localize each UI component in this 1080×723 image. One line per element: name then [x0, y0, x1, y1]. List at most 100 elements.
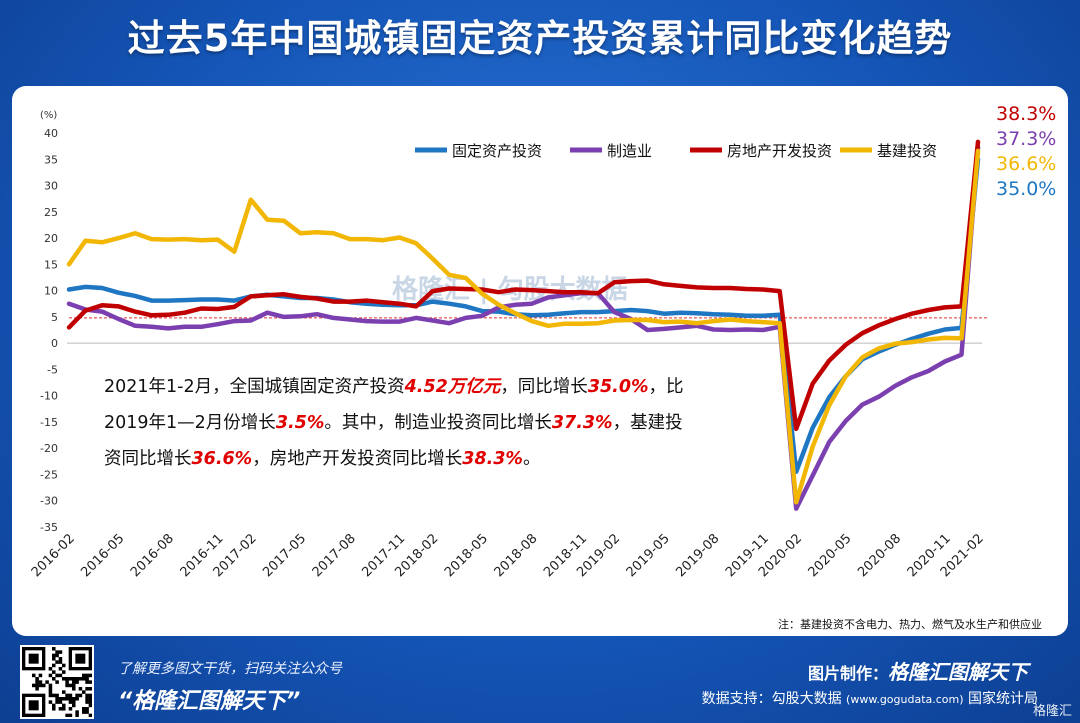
qr-module: [72, 680, 76, 684]
qr-module: [55, 697, 59, 701]
qr-module: [65, 697, 69, 701]
qr-module: [58, 673, 63, 678]
qr-module: [72, 683, 76, 688]
y-unit-label: (%): [40, 110, 57, 121]
qr-module: [35, 677, 39, 681]
source-label: 数据支持：勾股大数据: [701, 691, 842, 707]
x-tick-label: 2020-08: [855, 531, 904, 580]
qr-module: [55, 650, 59, 654]
qr-module: [88, 703, 93, 708]
qr-module: [82, 707, 86, 711]
maker-name: 格隆汇图解天下: [888, 660, 1028, 684]
qr-module: [65, 693, 69, 698]
end-value-label: 36.6%: [996, 153, 1056, 175]
annotation-highlight: 35.0%: [588, 377, 649, 397]
footer-note: 了解更多图文干货，扫码关注公众号: [118, 661, 342, 677]
x-tick-label: 2019-08: [673, 531, 722, 580]
page-title: 过去5年中国城镇固定资产投资累计同比变化趋势: [127, 17, 953, 60]
qr-module: [85, 680, 89, 684]
annotation-text: 2019年1—2月份增长: [104, 413, 276, 433]
qr-module: [35, 683, 39, 688]
x-tick-label: 2018-05: [442, 531, 491, 580]
qr-module: [88, 680, 93, 684]
x-tick-label: 2016-08: [128, 531, 177, 580]
y-tick-label: 5: [51, 311, 58, 324]
qr-module: [72, 697, 76, 701]
qr-module: [48, 693, 53, 698]
qr-module: [62, 707, 66, 711]
qr-module: [68, 683, 73, 688]
qr-module: [55, 660, 59, 664]
qr-module: [68, 700, 73, 704]
x-tick-label: 2017-08: [310, 531, 359, 580]
qr-module: [82, 677, 86, 681]
qr-module: [68, 707, 73, 711]
annotation-text: ，同比增长: [500, 377, 588, 397]
qr-module: [55, 700, 59, 704]
y-tick-label: -25: [40, 468, 58, 481]
qr-module: [38, 680, 43, 684]
x-tick-label: 2016-05: [78, 531, 127, 580]
qr-module: [48, 683, 53, 688]
qr-module: [48, 687, 53, 691]
qr-module: [58, 650, 63, 654]
qr-code: [20, 645, 94, 719]
qr-module: [85, 693, 89, 698]
qr-module: [65, 680, 69, 684]
qr-module: [65, 713, 69, 718]
qr-module: [85, 677, 89, 681]
qr-module: [75, 677, 79, 681]
qr-module: [68, 697, 73, 701]
qr-module: [32, 683, 36, 688]
x-tick-label: 2018-08: [492, 531, 541, 580]
y-tick-label: 35: [44, 153, 58, 166]
end-value-label: 37.3%: [996, 128, 1056, 150]
chart-panel: [12, 86, 1068, 636]
qr-module: [78, 677, 83, 681]
annotation-text: ，基建投: [613, 413, 683, 433]
qr-module: [38, 683, 43, 688]
footnote: 注：基建投资不含电力、热力、燃气及水生产和供应业: [778, 617, 1042, 631]
qr-module: [52, 670, 56, 674]
y-tick-label: 10: [44, 285, 58, 298]
qr-module: [58, 667, 63, 671]
y-tick-label: 0: [51, 337, 58, 350]
qr-module: [62, 690, 66, 694]
maker-label: 图片制作：: [807, 664, 888, 683]
qr-module: [85, 707, 89, 711]
legend-label: 基建投资: [877, 142, 937, 160]
qr-module: [48, 700, 53, 704]
qr-module: [62, 663, 66, 668]
qr-module: [75, 693, 79, 698]
qr-module: [68, 693, 73, 698]
qr-module: [65, 683, 69, 688]
y-tick-label: -35: [40, 521, 58, 534]
qr-module: [52, 657, 56, 661]
annotation-line: 2021年1-2月，全国城镇固定资产投资4.52万亿元，同比增长35.0%，比: [104, 376, 684, 397]
qr-module: [82, 710, 86, 714]
y-tick-label: 40: [44, 127, 58, 140]
qr-module: [85, 673, 89, 678]
qr-module: [75, 710, 79, 714]
qr-module: [35, 680, 39, 684]
qr-module: [48, 690, 53, 694]
annotation-highlight: 3.5%: [276, 413, 325, 433]
x-tick-label: 2020-05: [806, 531, 855, 580]
corner-logo: 格隆汇: [1032, 704, 1072, 719]
qr-module: [52, 707, 56, 711]
annotation-line: 2019年1—2月份增长3.5%。其中，制造业投资同比增长37.3%，基建投: [104, 413, 683, 433]
qr-module: [58, 700, 63, 704]
x-tick-label: 2017-05: [260, 531, 309, 580]
end-value-label: 38.3%: [996, 103, 1056, 125]
qr-module: [75, 713, 79, 718]
qr-module: [45, 680, 49, 684]
qr-module: [55, 693, 59, 698]
legend-label: 固定资产投资: [452, 142, 542, 160]
qr-module: [58, 697, 63, 701]
qr-module: [48, 673, 53, 678]
qr-module: [72, 703, 76, 708]
line-chart: 格隆汇 | 勾股大数据 (%)4035302520151050-5-10-15-…: [29, 103, 1057, 631]
annotation-text: 。其中，制造业投资同比增长: [324, 413, 552, 433]
annotation-highlight: 36.6%: [192, 449, 253, 469]
qr-module: [52, 647, 56, 651]
